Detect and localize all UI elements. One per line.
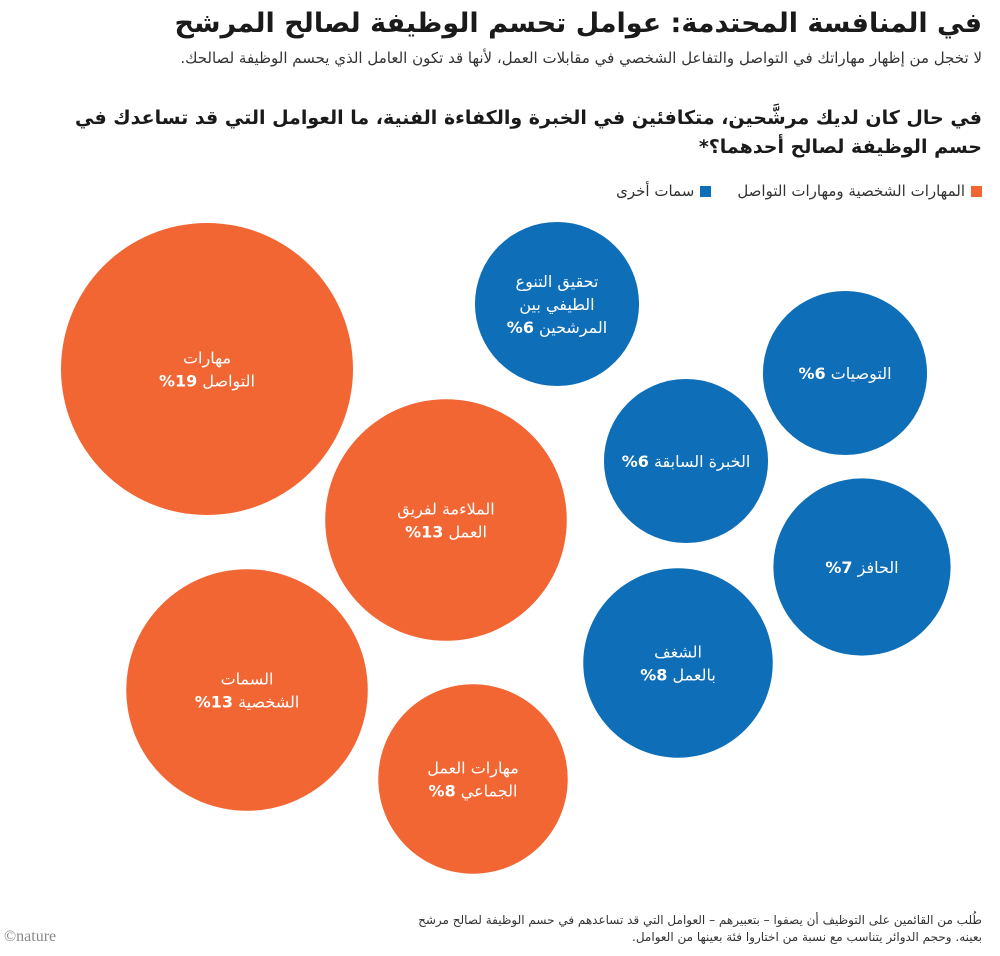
legend: المهارات الشخصية ومهارات التواصل سمات أخ… (22, 179, 982, 203)
bubble-label: المرشحين 6% (507, 318, 607, 338)
bubble-label: بالعمل 8% (640, 666, 716, 685)
legend-swatch-orange (971, 185, 982, 197)
legend-label-other: سمات أخرى (616, 182, 695, 200)
bubble-value: 13% (405, 523, 443, 542)
bubble-circle (603, 378, 769, 544)
bubble-value: 6% (507, 318, 534, 337)
bubble-value: 19% (159, 372, 197, 391)
bubble-experience: الخبرة السابقة 6% (603, 378, 769, 544)
chart-question: في حال كان لديك مرشَّحين، متكافئين في ال… (74, 107, 982, 158)
legend-item-interpersonal: المهارات الشخصية ومهارات التواصل (737, 179, 982, 203)
legend-swatch-blue (700, 185, 712, 197)
bubble-teamwork: مهارات العمل الجماعي 8% (378, 684, 568, 874)
bubble-value: 13% (195, 693, 233, 712)
chart-title: في المنافسة المحتدمة: عوامل تحسم الوظيفة… (174, 8, 982, 39)
bubble-passion: الشغف بالعمل 8% (583, 568, 773, 758)
bubble-label: الشخصية 13% (195, 693, 300, 712)
footnote: طُلب من القائمين على التوظيف أن يصفوا – … (418, 913, 982, 944)
bubble-circle (474, 221, 640, 387)
bubble-label: الحافز 7% (825, 558, 898, 578)
legend-item-other: سمات أخرى (616, 179, 712, 203)
bubble-circle (378, 684, 568, 874)
legend-label-interpersonal: المهارات الشخصية ومهارات التواصل (737, 182, 965, 200)
bubble-motivation: الحافز 7% (773, 478, 951, 656)
bubble-communication: مهارات التواصل 19% (61, 223, 353, 515)
bubble-circle (325, 399, 567, 641)
bubble-label: مهارات العمل (427, 759, 519, 779)
bubble-label: تحقيق التنوع (516, 272, 599, 292)
bubble-label: الجماعي 8% (429, 782, 518, 802)
bubble-label: التواصل 19% (159, 372, 255, 392)
bubble-label: التوصيات 6% (798, 364, 891, 384)
bubble-label: الملاءمة لفريق (397, 500, 494, 520)
chart-subtitle: لا تخجل من إظهار مهاراتك في التواصل والت… (180, 49, 982, 67)
bubble-value: 6% (622, 452, 649, 471)
bubble-personality: السمات الشخصية 13% (126, 569, 368, 811)
bubble-label: الشغف (654, 643, 702, 662)
bubble-circle (583, 568, 773, 758)
bubble-value: 8% (429, 782, 456, 801)
bubble-label: العمل 13% (405, 523, 487, 542)
bubble-label: الخبرة السابقة 6% (622, 452, 751, 472)
bubble-circle (126, 569, 368, 811)
bubble-value: 8% (640, 666, 667, 685)
bubble-circle (61, 223, 353, 515)
bubble-label: مهارات (183, 349, 231, 369)
bubble-team-fit: الملاءمة لفريق العمل 13% (325, 399, 567, 641)
bubble-circle (762, 290, 928, 456)
bubble-circle (773, 478, 951, 656)
bubble-references: التوصيات 6% (762, 290, 928, 456)
bubble-label: السمات (221, 670, 274, 689)
bubble-label: الطيفي بين (519, 295, 594, 315)
bubble-value: 6% (798, 364, 825, 383)
nature-logo: ©nature (4, 928, 57, 945)
bubble-diversity: تحقيق التنوع الطيفي بين المرشحين 6% (474, 221, 640, 387)
bubble-value: 7% (825, 558, 852, 577)
